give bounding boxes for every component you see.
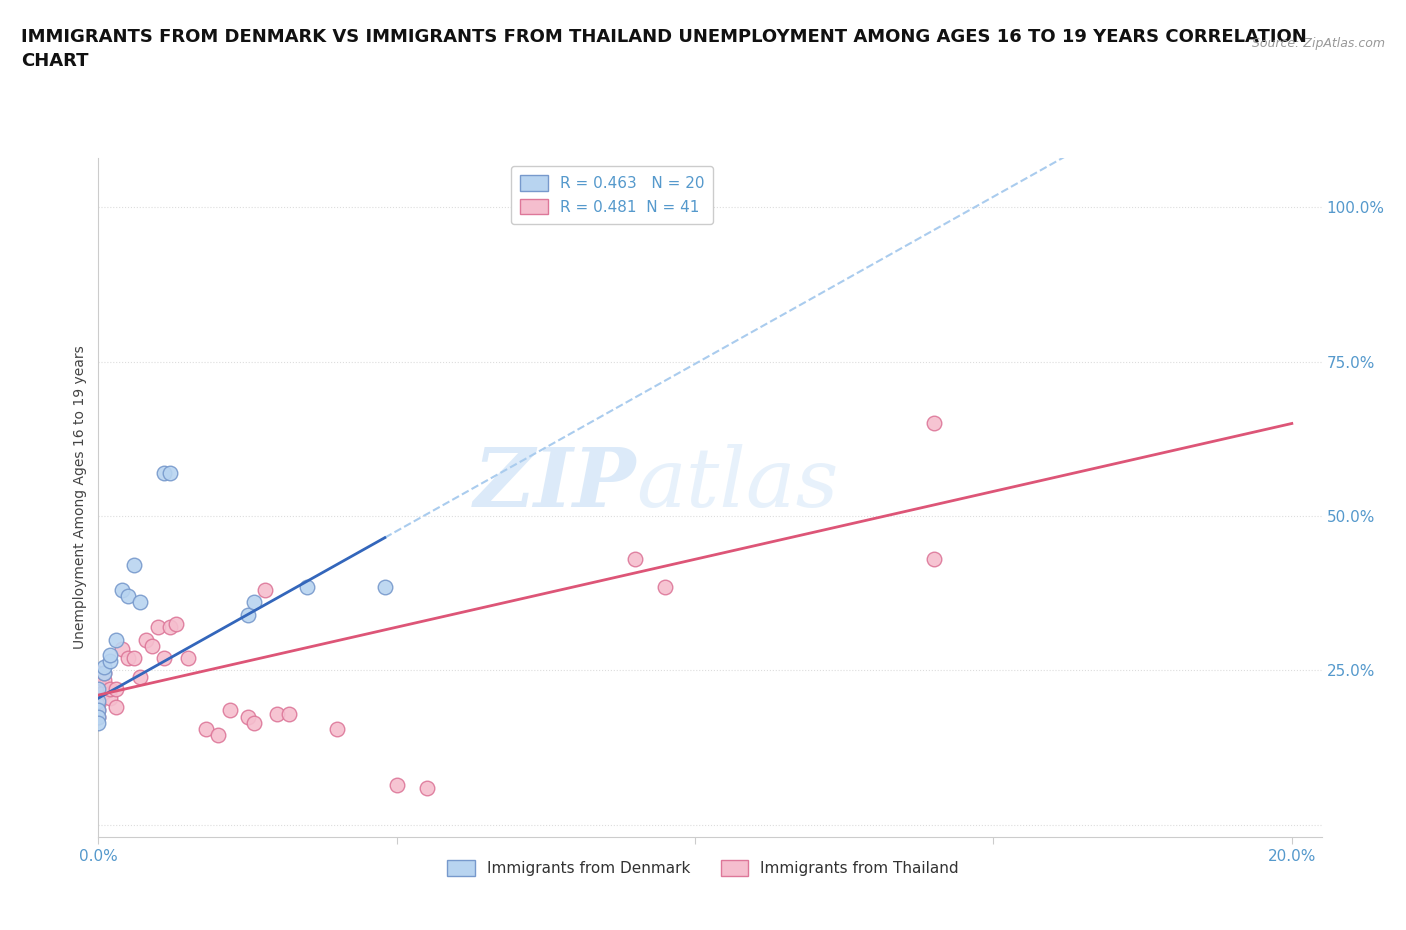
Text: Source: ZipAtlas.com: Source: ZipAtlas.com bbox=[1251, 37, 1385, 50]
Point bbox=[117, 651, 139, 666]
Point bbox=[105, 632, 128, 647]
Point bbox=[177, 651, 200, 666]
Point bbox=[87, 684, 110, 699]
Point bbox=[93, 660, 115, 675]
Point bbox=[122, 651, 145, 666]
Point bbox=[135, 632, 157, 647]
Point bbox=[624, 551, 647, 566]
Text: ZIP: ZIP bbox=[474, 444, 637, 524]
Point bbox=[87, 697, 110, 711]
Point bbox=[93, 666, 115, 681]
Point bbox=[129, 669, 152, 684]
Point bbox=[242, 715, 264, 730]
Point bbox=[93, 684, 115, 699]
Point bbox=[122, 558, 145, 573]
Point bbox=[218, 703, 240, 718]
Point bbox=[87, 678, 110, 693]
Point bbox=[105, 700, 128, 715]
Point bbox=[98, 654, 121, 669]
Point bbox=[374, 579, 396, 594]
Point bbox=[153, 651, 176, 666]
Point bbox=[165, 617, 187, 631]
Text: IMMIGRANTS FROM DENMARK VS IMMIGRANTS FROM THAILAND UNEMPLOYMENT AMONG AGES 16 T: IMMIGRANTS FROM DENMARK VS IMMIGRANTS FR… bbox=[21, 28, 1306, 70]
Point bbox=[242, 595, 264, 610]
Point bbox=[87, 710, 110, 724]
Point bbox=[117, 589, 139, 604]
Point bbox=[87, 715, 110, 730]
Point bbox=[922, 416, 945, 431]
Point bbox=[93, 666, 115, 681]
Point bbox=[326, 722, 349, 737]
Point bbox=[111, 642, 134, 657]
Point bbox=[254, 583, 277, 598]
Point bbox=[93, 672, 115, 687]
Point bbox=[266, 706, 288, 721]
Point bbox=[129, 595, 152, 610]
Point bbox=[236, 710, 259, 724]
Point bbox=[236, 607, 259, 622]
Point bbox=[415, 780, 437, 795]
Point bbox=[87, 710, 110, 724]
Y-axis label: Unemployment Among Ages 16 to 19 years: Unemployment Among Ages 16 to 19 years bbox=[73, 346, 87, 649]
Point bbox=[98, 682, 121, 697]
Point bbox=[98, 691, 121, 706]
Point bbox=[922, 551, 945, 566]
Point bbox=[278, 706, 301, 721]
Point bbox=[87, 672, 110, 687]
Point bbox=[194, 722, 217, 737]
Legend: R = 0.463   N = 20, R = 0.481  N = 41: R = 0.463 N = 20, R = 0.481 N = 41 bbox=[510, 166, 713, 224]
Point bbox=[98, 647, 121, 662]
Point bbox=[111, 583, 134, 598]
Point bbox=[87, 694, 110, 709]
Point bbox=[207, 727, 229, 742]
Point bbox=[654, 579, 676, 594]
Point bbox=[159, 619, 181, 634]
Point bbox=[105, 682, 128, 697]
Point bbox=[146, 619, 169, 634]
Point bbox=[159, 465, 181, 480]
Point bbox=[87, 703, 110, 718]
Point bbox=[87, 666, 110, 681]
Text: atlas: atlas bbox=[637, 444, 839, 524]
Point bbox=[153, 465, 176, 480]
Point bbox=[385, 777, 408, 792]
Point bbox=[87, 691, 110, 706]
Legend: Immigrants from Denmark, Immigrants from Thailand: Immigrants from Denmark, Immigrants from… bbox=[441, 854, 965, 883]
Point bbox=[87, 703, 110, 718]
Point bbox=[141, 638, 163, 653]
Point bbox=[87, 682, 110, 697]
Point bbox=[297, 579, 319, 594]
